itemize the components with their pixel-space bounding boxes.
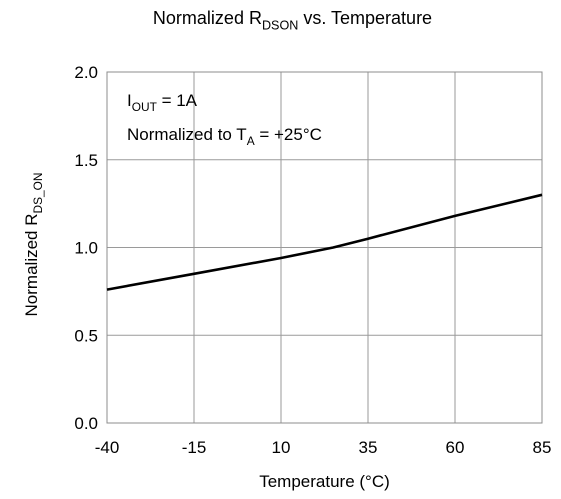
chart-annotation-subscript: OUT	[132, 100, 157, 114]
tick-layer: -40 -15 10 35 60 85 0.0 0.5 1.0 1.5 2.0	[74, 63, 551, 457]
series-line	[106, 193, 543, 291]
x-axis-label: Temperature (°C)	[259, 472, 390, 491]
chart-title-subscript: DSON	[262, 18, 298, 32]
y-tick-label: 2.0	[74, 63, 98, 82]
y-tick-label: 0.0	[74, 414, 98, 433]
grid-layer	[107, 72, 542, 423]
y-tick-label: 1.0	[74, 239, 98, 258]
x-tick-label: 85	[533, 438, 552, 457]
chart-annotation: Normalized to TA = +25°C	[127, 125, 322, 148]
chart-annotation-part: = 1A	[157, 91, 198, 110]
y-axis-label: Normalized RDS_ON	[22, 173, 45, 317]
x-tick-label: 35	[359, 438, 378, 457]
plot-frame	[106, 71, 543, 424]
chart-annotation-part: Normalized to T	[127, 125, 247, 144]
y-axis-label-part: Normalized R	[22, 213, 41, 316]
x-tick-label: -15	[182, 438, 207, 457]
x-tick-label: -40	[95, 438, 120, 457]
x-tick-label: 10	[272, 438, 291, 457]
y-axis-label-subscript: DS_ON	[31, 173, 45, 214]
chart-annotation-subscript: A	[247, 134, 255, 148]
x-tick-label: 60	[446, 438, 465, 457]
frame-layer	[106, 71, 543, 424]
y-tick-label: 1.5	[74, 151, 98, 170]
chart-title-part: Normalized R	[153, 8, 262, 28]
series-layer	[106, 193, 543, 291]
text-layer: Normalized RDSON vs. TemperatureTemperat…	[22, 8, 432, 491]
chart-annotation-part: I	[127, 91, 132, 110]
chart-annotation-part: = +25°C	[255, 125, 322, 144]
chart-title: Normalized RDSON vs. Temperature	[153, 8, 432, 32]
y-tick-label: 0.5	[74, 326, 98, 345]
chart-title-part: vs. Temperature	[298, 8, 432, 28]
chart-annotation: IOUT = 1A	[127, 91, 198, 114]
